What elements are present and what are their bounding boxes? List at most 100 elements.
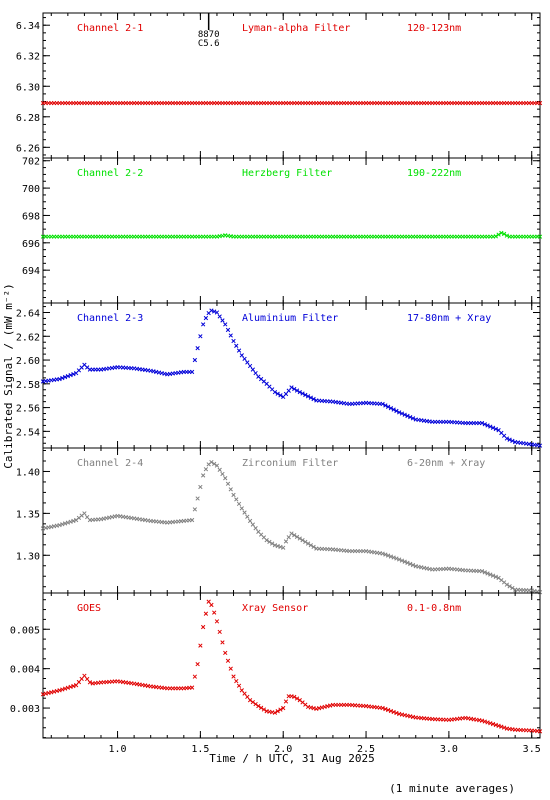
data-point xyxy=(217,467,222,472)
data-point xyxy=(62,686,68,691)
data-point xyxy=(286,388,291,393)
data-point xyxy=(200,473,206,478)
data-point xyxy=(225,481,231,486)
data-point xyxy=(380,705,385,711)
chart-panel-1: 6.26 6.28 6.30 6.32 6.34 Channel 2-1 Lyman-alp… xyxy=(16,12,543,159)
data-series xyxy=(40,459,543,595)
averaging-footnote: (1 minute averages) xyxy=(389,782,515,795)
data-point xyxy=(253,526,258,531)
y-tick-label: 694 xyxy=(22,266,40,277)
data-point xyxy=(247,518,253,524)
data-point xyxy=(275,709,280,714)
channel-label: Channel 2-4 xyxy=(77,458,143,469)
data-point xyxy=(239,506,244,511)
data-point xyxy=(206,599,211,604)
data-point xyxy=(482,570,487,575)
data-point xyxy=(410,562,416,568)
data-point xyxy=(234,497,239,502)
data-point xyxy=(383,403,388,408)
data-point xyxy=(223,650,228,656)
data-point xyxy=(537,443,543,448)
data-point xyxy=(245,360,250,365)
data-point xyxy=(82,673,87,678)
panel-frame xyxy=(42,302,541,449)
y-tick-label: 702 xyxy=(22,157,40,168)
data-point xyxy=(68,684,73,690)
data-point xyxy=(62,374,68,380)
data-point xyxy=(281,545,286,550)
chart-panel-3: 2.54 2.56 2.58 2.60 2.62 2.64 Channel 2-3 Alumi… xyxy=(16,302,543,449)
data-point xyxy=(388,708,394,714)
y-tick-label: 0.004 xyxy=(10,665,40,676)
data-point xyxy=(236,501,242,507)
y-tick-label: 6.30 xyxy=(16,82,40,93)
data-point xyxy=(223,322,228,327)
y-tick-label: 696 xyxy=(22,239,40,250)
data-point xyxy=(303,539,308,545)
data-point xyxy=(217,314,222,319)
data-point xyxy=(410,416,416,421)
data-point xyxy=(297,389,302,395)
data-series xyxy=(40,308,543,448)
data-point xyxy=(394,710,399,716)
channel-label: 0.1-0.8nm xyxy=(407,603,461,614)
data-point xyxy=(537,100,543,106)
data-point xyxy=(253,701,258,707)
data-point xyxy=(397,410,402,415)
data-point xyxy=(294,696,300,701)
data-point xyxy=(228,333,233,338)
x-tick-label: 1.0 xyxy=(109,744,127,755)
data-point xyxy=(242,356,247,362)
data-point xyxy=(496,723,501,728)
data-point xyxy=(209,308,214,313)
data-point xyxy=(493,722,498,728)
data-point xyxy=(258,705,264,710)
data-point xyxy=(388,554,394,559)
data-point xyxy=(247,363,253,369)
data-point xyxy=(303,392,308,398)
channel-label: Xray Sensor xyxy=(242,603,308,614)
data-point xyxy=(192,674,198,679)
data-point xyxy=(402,559,407,564)
x-axis-label: Time / h UTC, 31 Aug 2025 xyxy=(209,752,375,765)
data-point xyxy=(242,691,247,696)
y-tick-label: 6.26 xyxy=(16,143,40,154)
y-tick-label: 2.62 xyxy=(16,332,40,343)
data-point xyxy=(212,309,217,314)
channel-label: Aluminium Filter xyxy=(242,313,338,324)
data-point xyxy=(225,327,231,333)
y-tick-label: 0.005 xyxy=(10,625,40,636)
data-series xyxy=(40,100,543,106)
data-point xyxy=(60,375,65,381)
data-point xyxy=(510,585,515,591)
data-point xyxy=(380,401,385,407)
data-point xyxy=(385,707,391,713)
data-point xyxy=(504,233,510,238)
data-point xyxy=(399,558,405,563)
y-tick-label: 2.58 xyxy=(16,380,40,391)
data-point xyxy=(57,376,62,382)
data-point xyxy=(490,425,496,430)
data-point xyxy=(292,694,297,700)
data-point xyxy=(493,234,498,239)
data-point xyxy=(385,404,391,409)
data-point xyxy=(499,724,504,729)
chart-panel-5: 0.003 0.004 0.005 1.0 1.5 2.0 2.5 3.0 3.5 GOES Xra… xyxy=(10,592,543,755)
data-point xyxy=(278,393,283,398)
data-point xyxy=(270,541,275,546)
channel-label: Channel 2-2 xyxy=(77,168,143,179)
data-point xyxy=(485,720,490,725)
channel-label: Lyman-alpha Filter xyxy=(242,23,350,34)
y-tick-label: 6.34 xyxy=(16,21,40,32)
data-point xyxy=(236,348,242,353)
channel-label: Channel 2-1 xyxy=(77,23,143,34)
data-point xyxy=(189,685,195,690)
data-point xyxy=(264,538,269,543)
y-tick-label: 700 xyxy=(22,184,40,195)
chart-panel-2: 694 696 698 700 702 Channel 2-2 Herzberg Filte… xyxy=(22,157,543,304)
data-point xyxy=(297,536,302,541)
data-point xyxy=(488,572,493,577)
data-point xyxy=(220,640,225,645)
data-point xyxy=(195,662,200,667)
